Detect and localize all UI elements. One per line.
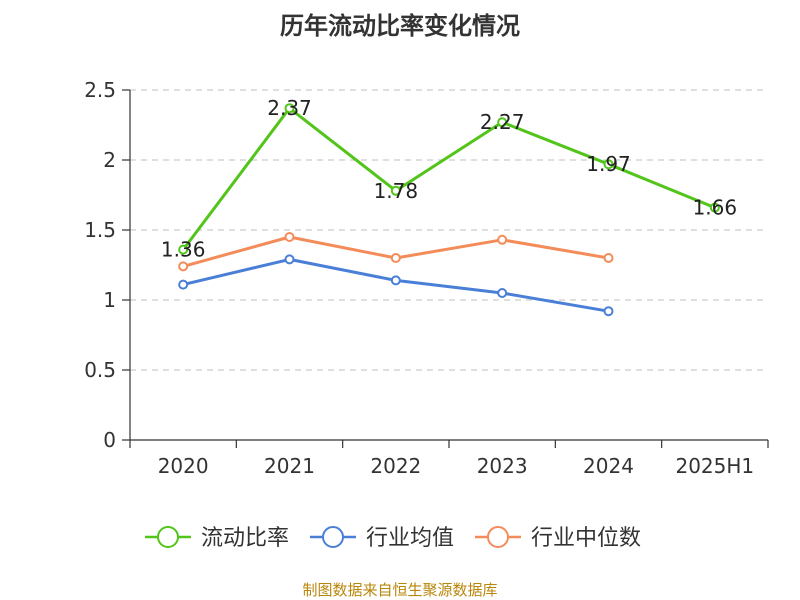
data-point — [603, 306, 614, 317]
data-label: 2.27 — [480, 110, 525, 134]
legend-item[interactable]: 行业均值 — [310, 526, 454, 551]
series-line — [181, 106, 716, 251]
legend-label: 行业中位数 — [531, 526, 641, 551]
data-point — [603, 253, 614, 263]
legend-item[interactable]: 流动比率 — [145, 526, 289, 551]
chart-title: 历年流动比率变化情况 — [280, 12, 520, 40]
data-label: 1.97 — [586, 152, 631, 176]
data-point — [497, 288, 508, 298]
y-tick-label: 0 — [103, 428, 116, 452]
data-point — [178, 261, 189, 272]
legend[interactable]: 流动比率 行业均值 行业中位数 — [145, 526, 641, 551]
legend-label: 行业均值 — [366, 526, 454, 551]
legend-marker — [157, 526, 179, 548]
y-tick-label: 2.5 — [84, 78, 116, 102]
x-tick-label: 2022 — [370, 454, 421, 478]
data-point — [390, 253, 401, 263]
y-tick-label: 1.5 — [84, 218, 116, 242]
data-point — [390, 185, 401, 196]
legend-marker — [322, 526, 344, 548]
legend-label: 流动比率 — [201, 526, 289, 551]
data-point — [709, 202, 720, 213]
x-tick-label: 2023 — [477, 454, 528, 478]
grid-lines — [130, 89, 768, 371]
x-tick-label: 2025H1 — [675, 454, 754, 478]
data-label: 1.66 — [693, 196, 738, 220]
source-note: 制图数据来自恒生聚源数据库 — [302, 581, 497, 599]
data-label: 1.36 — [161, 238, 206, 262]
data-label: 1.78 — [374, 179, 419, 203]
data-point — [178, 244, 189, 255]
data-point — [497, 234, 508, 245]
data-point — [390, 275, 401, 286]
axes: 0 0.5 1 1.5 2 2.5 2020 2021 2022 2023 2024 2025H1 — [84, 78, 769, 478]
x-tick-label: 2020 — [158, 454, 209, 478]
legend-item[interactable]: 行业中位数 — [475, 526, 641, 551]
data-point — [497, 117, 508, 128]
x-tick-label: 2021 — [264, 454, 315, 478]
y-tick-label: 1 — [103, 288, 116, 312]
data-point — [603, 159, 614, 170]
data-point — [284, 254, 295, 265]
data-point — [284, 232, 295, 242]
y-tick-label: 0.5 — [84, 358, 116, 382]
y-tick-label: 2 — [103, 148, 116, 172]
data-labels: 1.36 2.37 1.78 2.27 1.97 1.66 — [161, 96, 737, 261]
data-point — [178, 279, 189, 290]
x-tick-label: 2024 — [583, 454, 634, 478]
legend-marker — [487, 526, 509, 548]
data-point — [284, 103, 295, 114]
series-group — [178, 103, 720, 317]
data-label: 2.37 — [267, 96, 312, 120]
